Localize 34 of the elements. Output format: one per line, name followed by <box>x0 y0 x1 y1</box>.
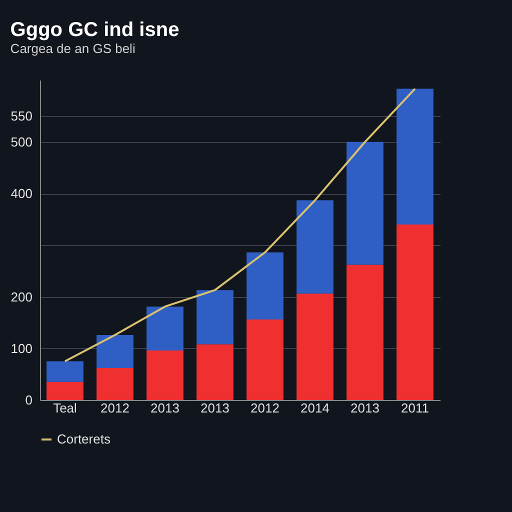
bar <box>146 350 184 400</box>
bar <box>96 368 134 400</box>
chart-title: Gggo GC ind isne <box>10 19 180 41</box>
y-tick-label: 550 <box>10 108 32 124</box>
x-tick-label: 2013 <box>150 400 180 416</box>
bar <box>396 88 434 225</box>
legend-label: Corterets <box>57 432 111 446</box>
bar <box>246 252 284 320</box>
y-tick-label: 100 <box>10 340 32 356</box>
bar <box>196 344 234 400</box>
bar <box>96 334 134 368</box>
bar <box>46 382 84 400</box>
bar <box>346 142 384 265</box>
bar <box>396 224 434 400</box>
bar <box>296 200 334 294</box>
y-tick-label: 400 <box>10 186 32 202</box>
y-tick-label: 500 <box>10 134 32 150</box>
bar <box>346 264 384 400</box>
bar <box>146 306 184 350</box>
bar <box>296 294 334 400</box>
bar <box>246 319 284 400</box>
x-tick-label: 2012 <box>250 400 280 416</box>
x-tick-label: 2013 <box>200 400 230 416</box>
line-series <box>64 88 416 362</box>
bar <box>46 361 84 382</box>
chart-subtitle: Cargea de an GS beli <box>10 41 136 56</box>
x-tick-label: Teal <box>53 400 78 416</box>
y-tick-label: 200 <box>10 289 32 304</box>
x-tick-label: 2013 <box>350 400 380 416</box>
x-tick-label: 2012 <box>100 400 130 416</box>
x-tick-label: 2014 <box>300 400 330 416</box>
x-tick-label: 2011 <box>401 400 429 416</box>
bar <box>196 290 234 344</box>
y-tick-label: 0 <box>25 392 32 408</box>
